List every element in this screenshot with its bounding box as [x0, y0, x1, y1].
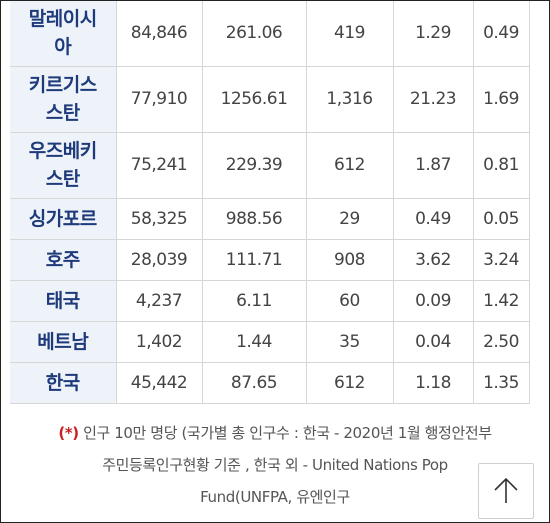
footnote-line-2: 주민등록인구현황 기준 , 한국 외 - United Nations Pop: [102, 456, 448, 474]
table-cell: 29: [306, 198, 394, 240]
table-cell: 4,237: [116, 280, 203, 322]
table-cell: 419: [306, 0, 394, 67]
table-row: 한국 45,442 87.65 612 1.18 1.35: [10, 362, 530, 404]
table-cell: 77,910: [116, 66, 203, 133]
table-cell: 1.35: [473, 362, 530, 404]
table-cell: 111.71: [202, 239, 307, 281]
table-cell: 0.81: [473, 132, 530, 199]
table-cell: 1,316: [306, 66, 394, 133]
country-cell: 태국: [10, 280, 117, 322]
table-cell: 45,442: [116, 362, 203, 404]
country-name-line: 스탄: [45, 102, 80, 124]
table-cell: 1.42: [473, 280, 530, 322]
table-cell: 75,241: [116, 132, 203, 199]
table-cell: 0.49: [473, 0, 530, 67]
table-cell: 60: [306, 280, 394, 322]
table-cell: 0.09: [393, 280, 474, 322]
table-row: 태국 4,237 6.11 60 0.09 1.42: [10, 280, 530, 322]
table-cell: 3.62: [393, 239, 474, 281]
footnote: (*) 인구 10만 명당 (국가별 총 인구수 : 한국 - 2020년 1월…: [0, 417, 550, 513]
country-name-line: 싱가포르: [28, 207, 97, 230]
footnote-marker: (*): [58, 424, 79, 442]
table-cell: 1.44: [202, 321, 307, 363]
table-cell: 1.69: [473, 66, 530, 133]
footnote-text-1: 인구 10만 명당 (국가별 총 인구수 : 한국 - 2020년 1월 행정안…: [78, 424, 492, 442]
table-cell: 0.04: [393, 321, 474, 363]
table-cell: 0.49: [393, 198, 474, 240]
table-row: 말레이시 아 84,846 261.06 419 1.29 0.49: [10, 0, 530, 67]
table-cell: 28,039: [116, 239, 203, 281]
country-cell: 한국: [10, 362, 117, 404]
table-cell: 1.18: [393, 362, 474, 404]
table-cell: 908: [306, 239, 394, 281]
table-cell: 58,325: [116, 198, 203, 240]
country-name-line: 호주: [45, 248, 80, 271]
table-row: 호주 28,039 111.71 908 3.62 3.24: [10, 239, 530, 281]
table-cell: 1.87: [393, 132, 474, 199]
data-table: 말레이시 아 84,846 261.06 419 1.29 0.49 키르기스 스탄 77,910…: [10, 0, 530, 404]
country-name-line: 말레이시: [28, 7, 97, 30]
country-name-line: 베트남: [37, 330, 89, 353]
table-row: 키르기스 스탄 77,910 1256.61 1,316 21.23 1.69: [10, 66, 530, 133]
country-name-line: 스탄: [45, 168, 80, 190]
scroll-to-top-button[interactable]: [478, 463, 534, 519]
table-cell: 988.56: [202, 198, 307, 240]
table-cell: 261.06: [202, 0, 307, 67]
country-cell: 싱가포르: [10, 198, 117, 240]
country-name-line: 우즈베키: [28, 140, 97, 162]
country-name-line: 키르기스: [28, 74, 97, 96]
country-name-line: 한국: [45, 371, 80, 394]
table-cell: 6.11: [202, 280, 307, 322]
table-cell: 3.24: [473, 239, 530, 281]
footnote-line-3: Fund(UNFPA, 유엔인구: [200, 488, 350, 506]
table-cell: 1256.61: [202, 66, 307, 133]
table-row: 우즈베키 스탄 75,241 229.39 612 1.87 0.81: [10, 132, 530, 199]
table-cell: 84,846: [116, 0, 203, 67]
table-body: 말레이시 아 84,846 261.06 419 1.29 0.49 키르기스 스탄 77,910…: [10, 0, 530, 404]
country-name-line: 아: [54, 35, 72, 58]
table-cell: 87.65: [202, 362, 307, 404]
arrow-up-icon: [494, 477, 518, 503]
table-row: 베트남 1,402 1.44 35 0.04 2.50: [10, 321, 530, 363]
footnote-line-1: (*) 인구 10만 명당 (국가별 총 인구수 : 한국 - 2020년 1월…: [0, 417, 550, 449]
table-cell: 612: [306, 362, 394, 404]
country-name-line: 태국: [45, 289, 80, 312]
country-cell: 베트남: [10, 321, 117, 363]
table-cell: 21.23: [393, 66, 474, 133]
table-cell: 612: [306, 132, 394, 199]
table-cell: 1,402: [116, 321, 203, 363]
country-cell: 호주: [10, 239, 117, 281]
table-row: 싱가포르 58,325 988.56 29 0.49 0.05: [10, 198, 530, 240]
table-cell: 229.39: [202, 132, 307, 199]
table-cell: 1.29: [393, 0, 474, 67]
table-cell: 2.50: [473, 321, 530, 363]
table-cell: 0.05: [473, 198, 530, 240]
table-cell: 35: [306, 321, 394, 363]
